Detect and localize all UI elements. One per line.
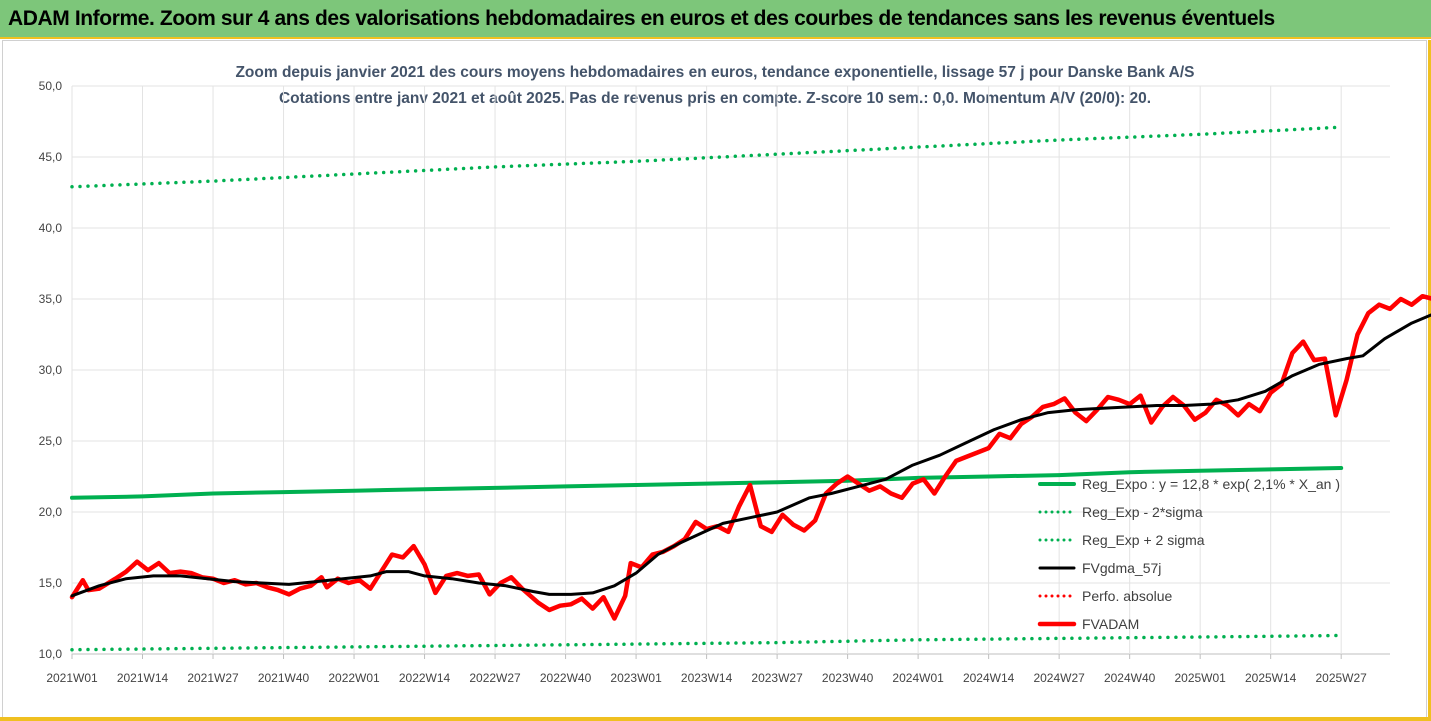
- y-tick-label: 45,0: [39, 150, 63, 164]
- x-tick-label: 2023W40: [822, 671, 874, 685]
- x-tick-label: 2021W14: [117, 671, 169, 685]
- series-lines: [69, 125, 1431, 652]
- chart-title: Zoom depuis janvier 2021 des cours moyen…: [235, 64, 1194, 81]
- frame-edge-right: [1428, 40, 1431, 721]
- series-line-3: [70, 313, 1431, 598]
- x-tick-label: 2024W40: [1104, 671, 1156, 685]
- legend: Reg_Expo : y = 12,8 * exp( 2,1% * X_an )…: [1037, 476, 1340, 632]
- x-tick-label: 2024W27: [1033, 671, 1085, 685]
- x-tick-label: 2022W01: [328, 671, 380, 685]
- legend-label: Perfo. absolue: [1082, 588, 1172, 604]
- series-line-1: [70, 633, 1343, 652]
- y-tick-label: 35,0: [39, 292, 63, 306]
- x-tick-label: 2025W01: [1174, 671, 1226, 685]
- x-tick-label: 2022W40: [540, 671, 592, 685]
- x-tick-label: 2024W14: [963, 671, 1015, 685]
- x-tick-label: 2022W27: [469, 671, 521, 685]
- frame-edge-bottom: [0, 717, 1431, 721]
- x-tick-label: 2023W27: [751, 671, 803, 685]
- y-tick-label: 30,0: [39, 363, 63, 377]
- x-tick-label: 2025W14: [1245, 671, 1297, 685]
- series-line-5: [69, 293, 1431, 621]
- legend-label: FVADAM: [1082, 616, 1139, 632]
- gridlines: [71, 85, 1390, 655]
- chart-subtitle: Cotations entre janv 2021 et août 2025. …: [279, 90, 1151, 107]
- x-tick-label: 2022W14: [399, 671, 451, 685]
- legend-label: Reg_Expo : y = 12,8 * exp( 2,1% * X_an ): [1082, 476, 1340, 492]
- y-tick-label: 10,0: [39, 647, 63, 661]
- x-tick-label: 2023W01: [610, 671, 662, 685]
- header-banner: ADAM Informe. Zoom sur 4 ans des valoris…: [0, 0, 1431, 39]
- page-title: ADAM Informe. Zoom sur 4 ans des valoris…: [8, 7, 1275, 30]
- y-tick-label: 25,0: [39, 434, 63, 448]
- x-tick-label: 2025W27: [1315, 671, 1367, 685]
- series-line-0: [70, 466, 1344, 500]
- legend-label: FVgdma_57j: [1082, 560, 1161, 576]
- x-tick-label: 2021W01: [46, 671, 98, 685]
- legend-label: Reg_Exp + 2 sigma: [1082, 532, 1205, 548]
- legend-label: Reg_Exp - 2*sigma: [1082, 504, 1203, 520]
- y-tick-label: 40,0: [39, 221, 63, 235]
- x-tick-label: 2023W14: [681, 671, 733, 685]
- x-axis: 2021W01 2021W14 2021W27 2021W40 2022W01 2022W…: [46, 654, 1367, 685]
- x-tick-label: 2024W01: [892, 671, 944, 685]
- y-axis: 10,0 15,0 20,0 25,0 30,0 35,0 40,0 45,0 50,0: [39, 79, 63, 661]
- x-tick-label: 2021W40: [258, 671, 310, 685]
- y-tick-label: 20,0: [39, 505, 63, 519]
- y-tick-label: 15,0: [39, 576, 63, 590]
- y-tick-label: 50,0: [39, 79, 63, 93]
- x-tick-label: 2021W27: [187, 671, 239, 685]
